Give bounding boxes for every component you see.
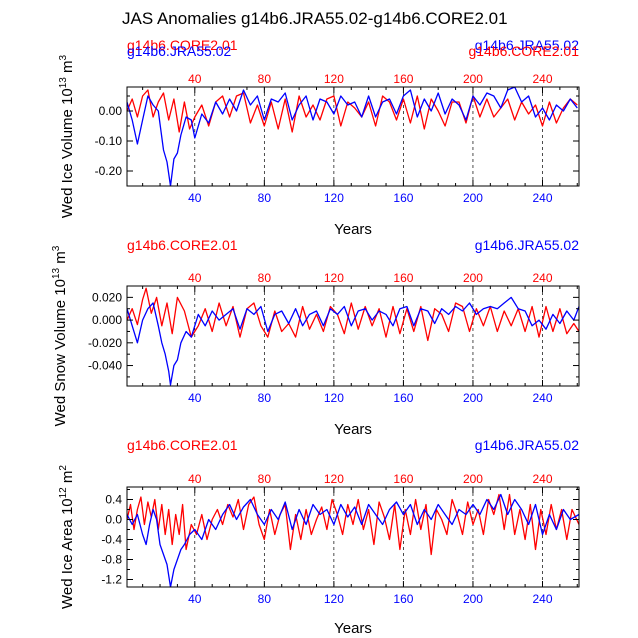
legend-jra-label: g14b6.JRA55.02 <box>475 437 580 453</box>
y-axis-label-ylabel-unit-exp: 2 <box>58 465 69 471</box>
x-tick-label-top: 200 <box>463 72 483 86</box>
x-tick-label-top: 80 <box>258 72 272 86</box>
x-tick-label-top: 160 <box>393 271 413 285</box>
legend-core-overlap-label: g14b6.CORE2.01 <box>468 43 579 59</box>
x-tick-label-top: 240 <box>532 72 552 86</box>
x-tick-label-top: 160 <box>393 72 413 86</box>
x-tick-label: 200 <box>463 191 483 205</box>
y-tick-label: 0.00 <box>99 104 123 118</box>
x-tick-label-top: 240 <box>532 472 552 486</box>
y-axis-label-ylabel-exp: 13 <box>51 267 62 279</box>
legend-jra-label: g14b6.JRA55.02 <box>475 237 580 253</box>
y-tick-label: -0.10 <box>95 134 123 148</box>
y-axis-label: Wed Ice Area 1012 m2 <box>58 465 76 609</box>
x-tick-label-top: 240 <box>532 271 552 285</box>
x-tick-label: 80 <box>258 391 272 405</box>
x-tick-label-top: 80 <box>258 271 272 285</box>
x-tick-label: 160 <box>393 191 413 205</box>
x-tick-label-top: 80 <box>258 472 272 486</box>
series-line-jra <box>127 296 579 386</box>
x-tick-label-top: 40 <box>188 271 202 285</box>
y-tick-label: -1.2 <box>101 573 122 587</box>
x-tick-label-top: 120 <box>324 72 344 86</box>
x-tick-label: 80 <box>258 191 272 205</box>
y-tick-label: 0.000 <box>92 313 122 327</box>
y-tick-label: -0.020 <box>88 336 122 350</box>
y-axis-label-ylabel-unit: m <box>52 251 69 268</box>
x-tick-label: 200 <box>463 391 483 405</box>
legend-core-label: g14b6.CORE2.01 <box>127 37 238 53</box>
figure-title: JAS Anomalies g14b6.JRA55.02-g14b6.CORE2… <box>122 9 508 28</box>
x-tick-label-top: 120 <box>324 271 344 285</box>
y-tick-label: 0.0 <box>105 513 122 527</box>
y-tick-label: -0.8 <box>101 553 122 567</box>
x-tick-label: 120 <box>324 191 344 205</box>
y-axis-label: Wed Snow Volume 1013 m3 <box>51 245 69 426</box>
y-axis-label-ylabel: Wed Ice Area 10 <box>59 498 76 609</box>
y-axis-label-ylabel-unit-exp: 3 <box>51 245 62 251</box>
legend-jra-overlap-label: g14b6.JRA55.02 <box>127 43 232 59</box>
plot-frame <box>126 86 580 187</box>
x-tick-label-top: 40 <box>188 472 202 486</box>
x-axis-label: Years <box>334 221 372 238</box>
series-line-core <box>127 287 579 342</box>
x-tick-label: 40 <box>188 391 202 405</box>
x-tick-label: 200 <box>463 592 483 606</box>
y-tick-label: -0.040 <box>88 359 122 373</box>
legend-core-label: g14b6.CORE2.01 <box>127 237 238 253</box>
series-line-jra <box>127 493 579 587</box>
panel-3: 40 40 80 80 120 120 160 160 200 200 240 240 0.4 0.0 -0… <box>58 437 580 637</box>
y-tick-label: 0.4 <box>105 493 122 507</box>
y-axis-label-ylabel-unit: m <box>59 60 76 77</box>
legend-core-label: g14b6.CORE2.01 <box>127 437 238 453</box>
y-axis-label-ylabel-unit-exp: 3 <box>58 54 69 60</box>
plot-frame <box>126 285 580 387</box>
x-tick-label-top: 40 <box>188 72 202 86</box>
y-tick-label: 0.020 <box>92 290 122 304</box>
x-tick-label-top: 160 <box>393 472 413 486</box>
panel-2: 40 40 80 80 120 120 160 160 200 200 240 240 0.020 0.0… <box>51 237 580 438</box>
series-line-jra <box>127 87 578 186</box>
x-tick-label-top: 200 <box>463 472 483 486</box>
x-tick-label: 240 <box>532 191 552 205</box>
x-axis-label: Years <box>334 421 372 438</box>
x-tick-label-top: 200 <box>463 271 483 285</box>
panel-1: 40 40 80 80 120 120 160 160 200 200 240 240 0.00 -0.1… <box>58 37 580 238</box>
y-axis-label-ylabel-exp: 12 <box>58 487 69 499</box>
x-tick-label: 40 <box>188 592 202 606</box>
x-tick-label: 240 <box>532 391 552 405</box>
x-tick-label: 120 <box>324 592 344 606</box>
series-line-core <box>127 89 578 133</box>
y-axis-label-ylabel: Wed Snow Volume 10 <box>52 279 69 426</box>
x-tick-label: 160 <box>393 391 413 405</box>
x-tick-label: 160 <box>393 592 413 606</box>
y-tick-label: -0.20 <box>95 164 123 178</box>
y-axis-label: Wed Ice Volume 1013 m3 <box>58 54 76 218</box>
plot-frame <box>126 486 580 588</box>
x-axis-label: Years <box>334 620 372 637</box>
x-tick-label-top: 120 <box>324 472 344 486</box>
y-axis-label-ylabel: Wed Ice Volume 10 <box>59 88 76 218</box>
x-tick-label: 80 <box>258 592 272 606</box>
y-tick-label: -0.4 <box>101 533 122 547</box>
y-axis-label-ylabel-unit: m <box>59 471 76 488</box>
x-tick-label: 40 <box>188 191 202 205</box>
x-tick-label: 120 <box>324 391 344 405</box>
x-tick-label: 240 <box>532 592 552 606</box>
legend-jra-label: g14b6.JRA55.02 <box>475 37 580 53</box>
y-axis-label-ylabel-exp: 13 <box>58 77 69 89</box>
